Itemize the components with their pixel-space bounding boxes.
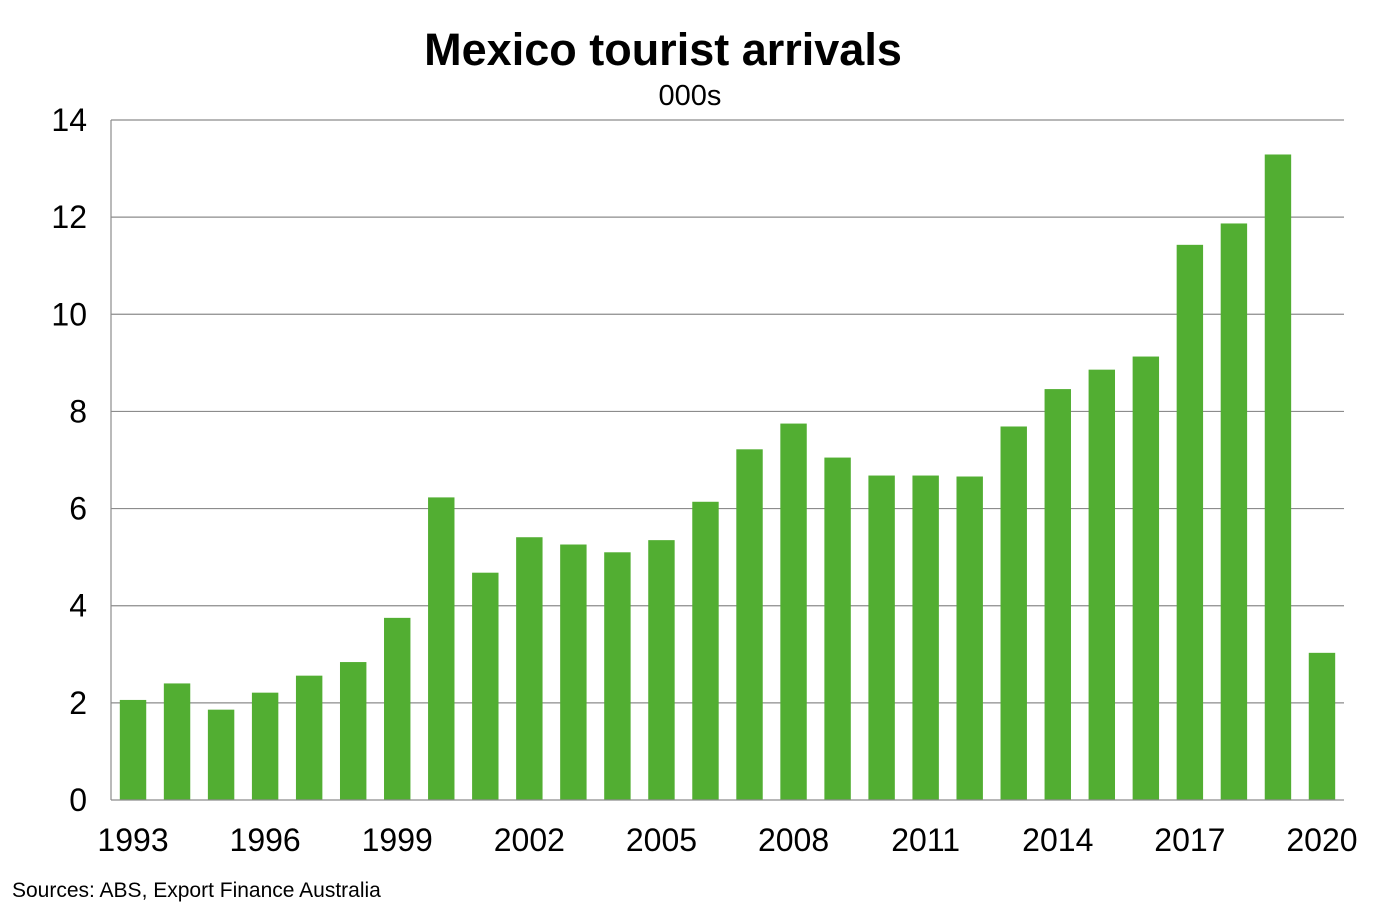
y-tick-label: 6 xyxy=(69,491,87,527)
x-tick-label: 2020 xyxy=(1286,822,1357,858)
bar-2000 xyxy=(428,497,455,800)
y-tick-label: 10 xyxy=(51,296,87,332)
bar-2005 xyxy=(648,540,675,800)
y-tick-label: 4 xyxy=(69,588,87,624)
bar-1993 xyxy=(119,699,147,800)
bar-2019 xyxy=(1264,154,1292,801)
bars xyxy=(119,154,1336,801)
x-tick-label: 1996 xyxy=(230,822,301,858)
bar-2013 xyxy=(1000,426,1027,800)
y-tick-label: 8 xyxy=(69,393,87,429)
bar-2009 xyxy=(824,457,851,800)
chart-subtitle: 000s xyxy=(658,80,722,112)
bar-2008 xyxy=(780,423,807,800)
bar-1994 xyxy=(163,683,191,800)
chart-title: Mexico tourist arrivals xyxy=(424,24,902,75)
x-tick-label: 2002 xyxy=(494,822,565,858)
y-tick-label: 14 xyxy=(51,102,87,138)
bar-2006 xyxy=(692,501,719,800)
y-tick-label: 12 xyxy=(51,199,87,235)
bar-2002 xyxy=(516,537,543,800)
y-tick-label: 0 xyxy=(69,782,87,818)
x-tick-label: 1999 xyxy=(362,822,433,858)
x-axis-tick-labels: 1993 1996 1999 2002 2005 2008 2011 2014 2017 2020 xyxy=(97,822,1357,858)
axes xyxy=(110,120,1344,801)
bar-2003 xyxy=(560,544,587,800)
x-tick-label: 2017 xyxy=(1154,822,1225,858)
bar-1996 xyxy=(251,692,279,800)
bar-2010 xyxy=(868,475,895,800)
x-tick-label: 2008 xyxy=(758,822,829,858)
bar-2004 xyxy=(604,552,631,800)
bar-2017 xyxy=(1176,244,1204,800)
x-tick-label: 2011 xyxy=(891,822,960,858)
bar-2007 xyxy=(736,449,763,800)
bar-2011 xyxy=(912,475,939,800)
bar-2018 xyxy=(1220,223,1248,800)
bar-2012 xyxy=(956,476,983,800)
bar-1999 xyxy=(384,617,411,800)
bar-1995 xyxy=(207,709,235,800)
source-note: Sources: ABS, Export Finance Australia xyxy=(12,879,381,902)
y-tick-label: 2 xyxy=(69,685,87,721)
bar-2020 xyxy=(1308,652,1336,800)
x-tick-label: 2005 xyxy=(626,822,697,858)
y-axis-tick-labels: 0 2 4 6 8 10 12 14 xyxy=(51,102,87,818)
bar-2016 xyxy=(1132,356,1160,800)
bar-1998 xyxy=(339,662,367,800)
x-tick-label: 2014 xyxy=(1022,822,1093,858)
bar-2014 xyxy=(1044,389,1071,800)
bar-2015 xyxy=(1088,369,1116,800)
x-tick-label: 1993 xyxy=(97,822,168,858)
bar-1997 xyxy=(295,675,323,800)
bar-2001 xyxy=(472,572,499,800)
